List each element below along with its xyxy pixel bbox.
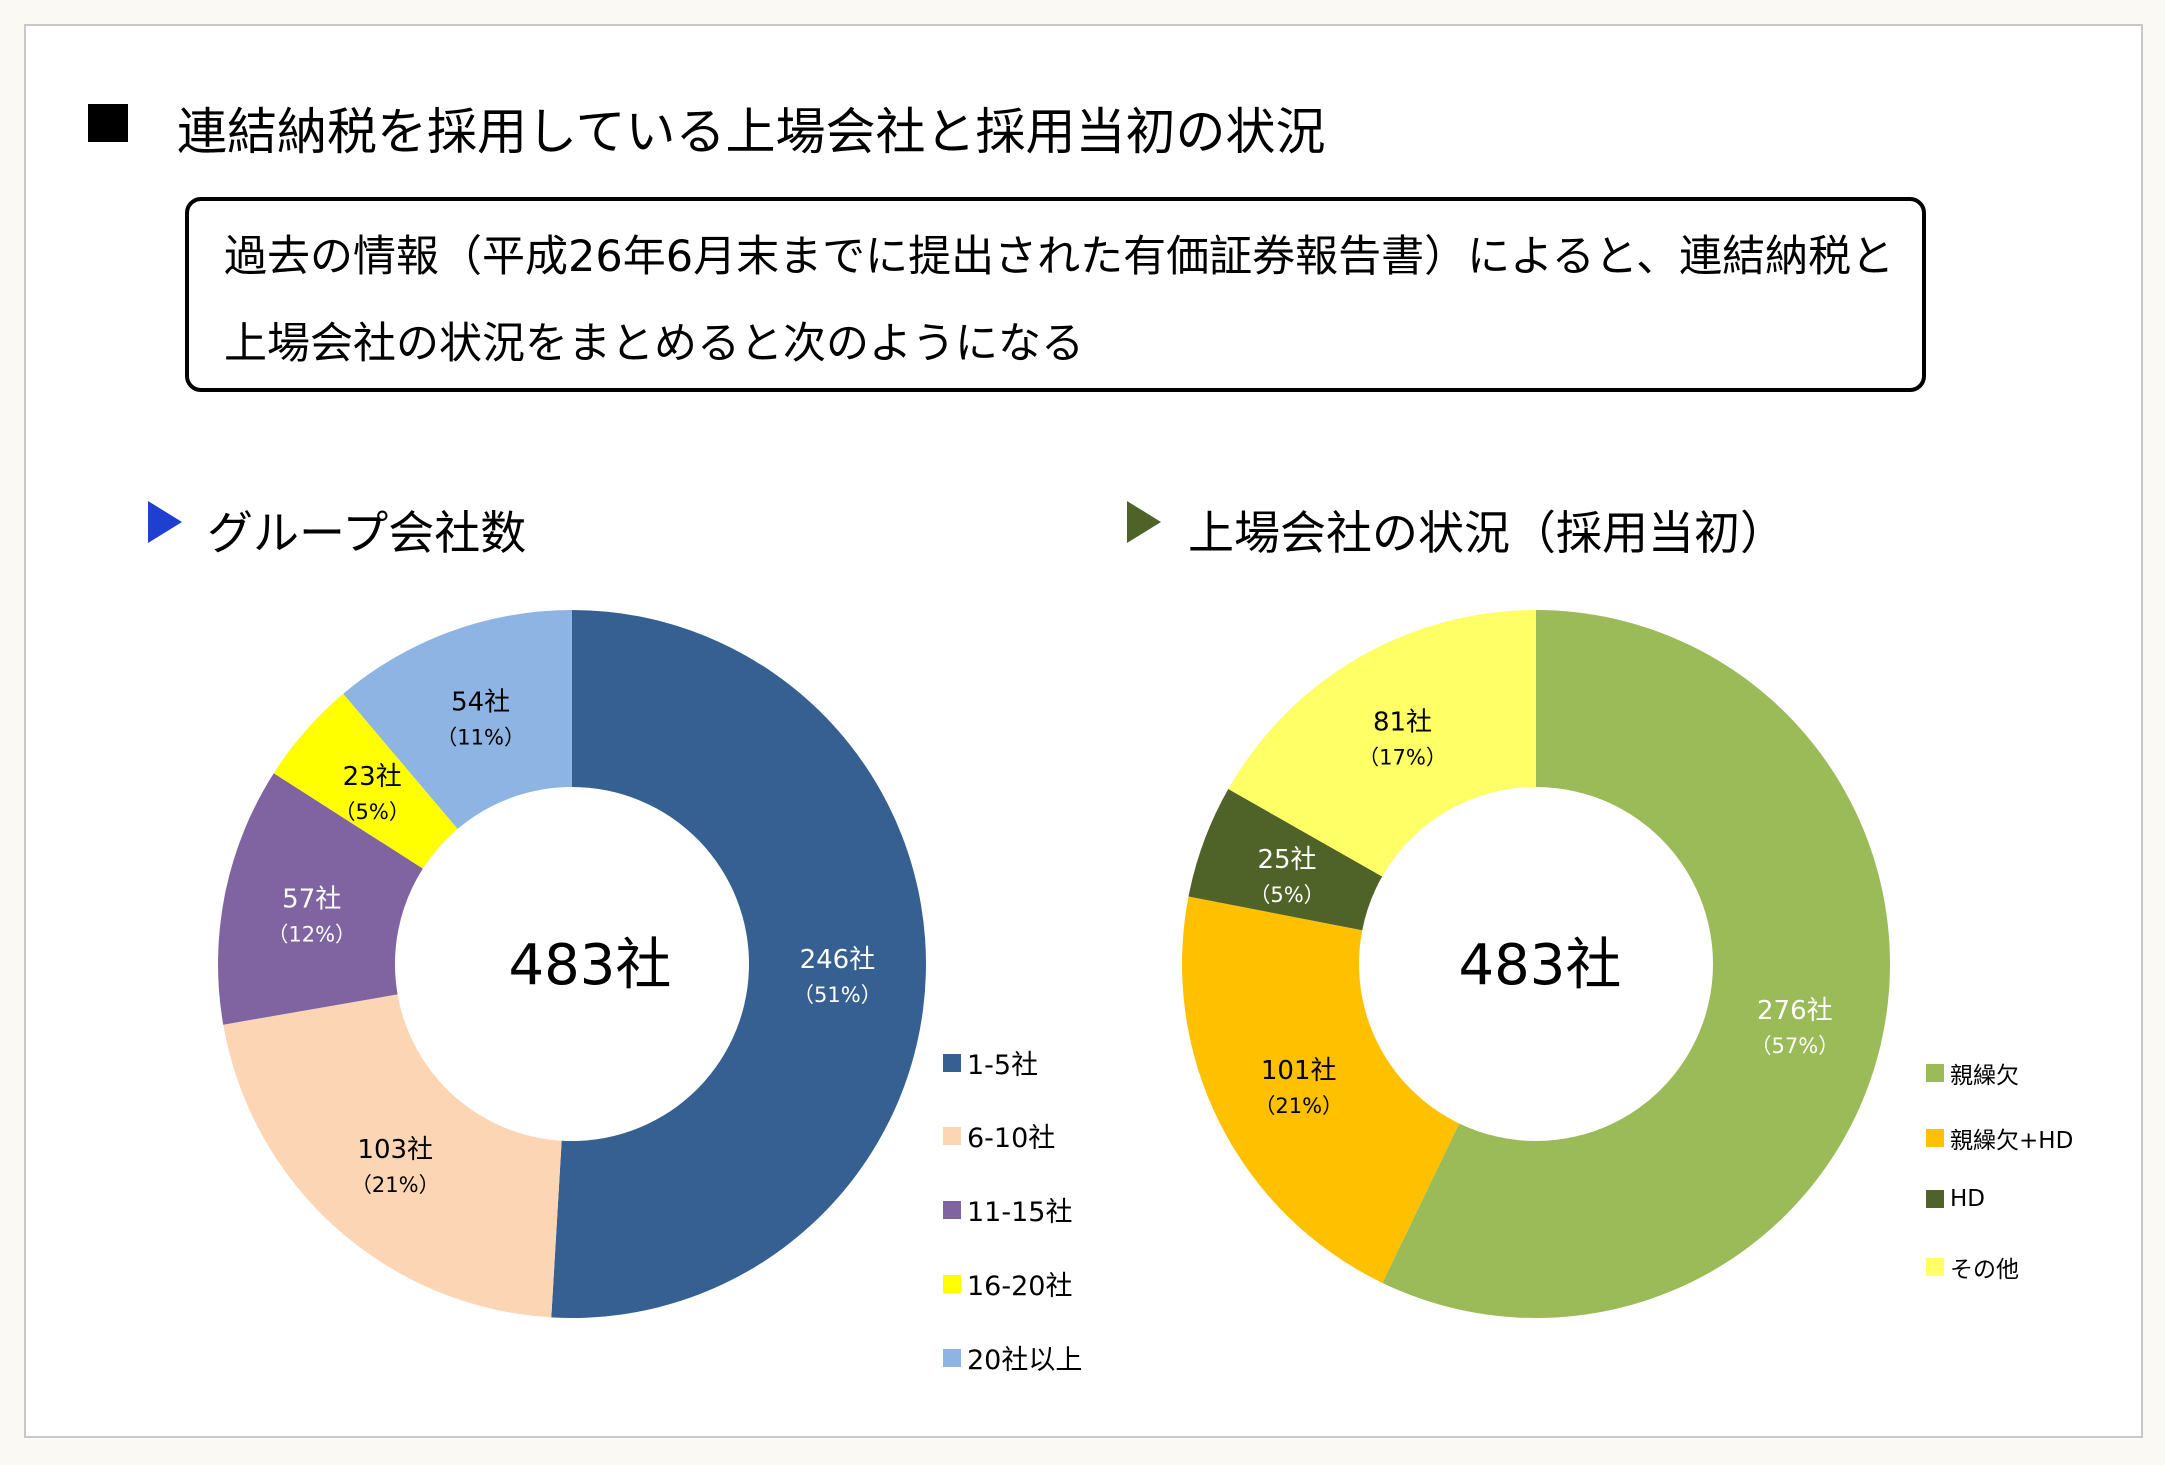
chart2-percent-label-0: （57%） (1750, 1034, 1839, 1058)
chart1-percent-label-1: （21%） (351, 1173, 440, 1197)
chart1-legend-item: 6-10社 (943, 1116, 1055, 1155)
chart2-slice-1 (1182, 896, 1460, 1283)
summary-box (185, 197, 1926, 392)
chart2-value-label-0: 276社 (1757, 996, 1833, 1026)
legend-label: 11-15社 (967, 1197, 1073, 1228)
chart2-slice-2 (1188, 788, 1383, 931)
chart1-legend-item: 16-20社 (943, 1264, 1072, 1303)
chart1-slice-3 (273, 693, 458, 869)
legend-swatch (943, 1348, 961, 1367)
legend-label: 16-20社 (967, 1271, 1073, 1302)
chart1-value-label-0: 246社 (800, 945, 876, 975)
chart2-value-label-3: 81社 (1373, 708, 1432, 738)
legend-swatch (943, 1126, 961, 1145)
chart2-percent-label-3: （17%） (1358, 746, 1447, 770)
page-title: 連結納税を採用している上場会社と採用当初の状況 (177, 103, 1326, 161)
chart2-legend-item: 親繰欠+HD (1926, 1121, 2073, 1155)
chart1-legend-item: 11-15社 (943, 1190, 1072, 1229)
legend-swatch (943, 1200, 961, 1219)
legend-swatch (1926, 1190, 1944, 1208)
chart2-percent-label-1: （21%） (1254, 1094, 1343, 1118)
legend-label: 1-5社 (967, 1050, 1039, 1081)
chart1-percent-label-4: （11%） (436, 726, 525, 750)
chart1-legend-item: 1-5社 (943, 1043, 1038, 1082)
chart1-slice-2 (218, 773, 423, 1025)
chart2-legend-item: その他 (1926, 1250, 2019, 1284)
chart1-title: グループ会社数 (207, 506, 527, 560)
legend-swatch (1926, 1064, 1944, 1082)
chart1-slice-0 (551, 610, 926, 1318)
chart1-slice-1 (223, 994, 562, 1318)
legend-swatch (1926, 1258, 1944, 1276)
chart1-value-label-4: 54社 (451, 688, 510, 718)
chart2-slice-3 (1228, 610, 1536, 877)
section-triangle-icon (1127, 501, 1161, 543)
legend-label: その他 (1950, 1257, 2019, 1283)
chart1-percent-label-2: （12%） (267, 923, 356, 947)
chart2-percent-label-2: （5%） (1249, 883, 1324, 907)
legend-label: 6-10社 (967, 1123, 1056, 1154)
chart2-legend-item: HD (1926, 1186, 1985, 1212)
legend-label: 親繰欠+HD (1950, 1128, 2074, 1154)
chart1-value-label-3: 23社 (343, 762, 402, 792)
chart2-value-label-2: 25社 (1257, 845, 1316, 875)
legend-swatch (943, 1053, 961, 1072)
chart1-value-label-2: 57社 (282, 885, 341, 915)
summary-line-1: 過去の情報（平成26年6月末までに提出された有価証券報告書）によると、連結納税と (224, 232, 1895, 282)
legend-swatch (1926, 1129, 1944, 1147)
section-triangle-icon (148, 501, 182, 543)
chart1-center-total: 483社 (509, 933, 672, 998)
legend-swatch (943, 1274, 961, 1293)
chart1-percent-label-3: （5%） (335, 800, 410, 824)
legend-label: 20社以上 (967, 1345, 1083, 1376)
chart1-percent-label-0: （51%） (793, 983, 882, 1007)
chart2-legend-item: 親繰欠 (1926, 1056, 2019, 1090)
chart1-value-label-1: 103社 (357, 1135, 433, 1165)
chart2-center-total: 483社 (1459, 933, 1622, 998)
legend-label: HD (1950, 1186, 1986, 1212)
chart1-slice-4 (343, 610, 572, 829)
chart2-slice-0 (1382, 610, 1890, 1318)
chart1-legend-item: 20社以上 (943, 1338, 1082, 1377)
chart2-title: 上場会社の状況（採用当初） (1188, 506, 1786, 560)
title-bullet-icon (88, 104, 128, 142)
chart2-value-label-1: 101社 (1261, 1056, 1337, 1086)
summary-line-2: 上場会社の状況をまとめると次のようになる (224, 319, 1084, 369)
legend-label: 親繰欠 (1950, 1063, 2019, 1089)
